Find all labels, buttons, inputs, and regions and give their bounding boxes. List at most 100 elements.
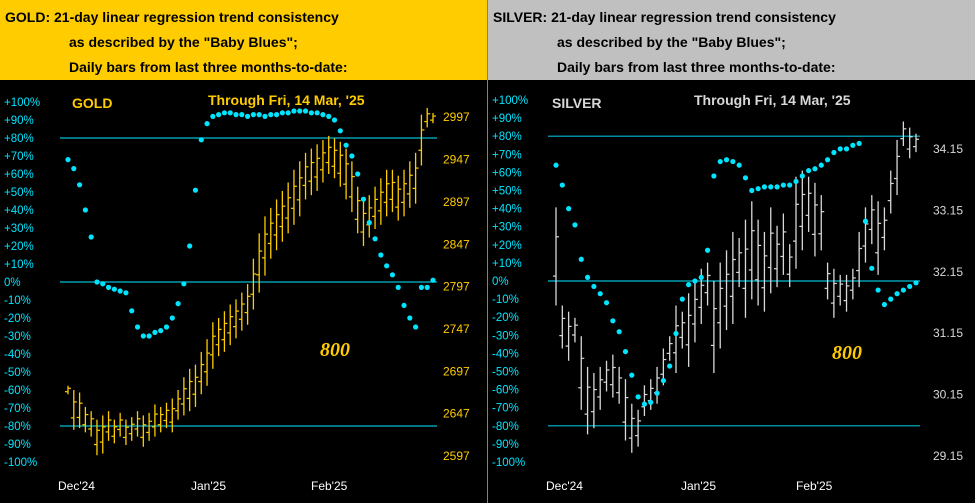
gold-right-tick: 2847: [443, 237, 470, 251]
gold-header-line1: GOLD: 21-day linear regression trend con…: [5, 9, 339, 25]
gold-left-tick: -40%: [4, 349, 31, 361]
gold-trend-dot: [245, 113, 251, 119]
silver-right-tick: 31.15: [933, 326, 963, 340]
silver-trend-dot: [686, 282, 692, 288]
gold-trend-dot: [407, 315, 413, 321]
gold-trend-dot: [279, 110, 285, 116]
silver-left-tick: +70%: [492, 149, 522, 161]
gold-x-label: Dec'24: [58, 479, 95, 493]
gold-header: GOLD: 21-day linear regression trend con…: [0, 0, 487, 80]
gold-trend-dot: [297, 108, 303, 114]
gold-trend-dot: [366, 220, 372, 226]
silver-trend-dot: [660, 377, 666, 384]
gold-trend-dot: [343, 142, 349, 148]
gold-trend-dot: [430, 277, 436, 283]
silver-x-label: Jan'25: [681, 479, 716, 493]
gold-trend-dot: [314, 110, 320, 116]
gold-trend-dot: [123, 290, 129, 296]
silver-trend-dot: [856, 140, 862, 147]
silver-trend-dot: [559, 182, 565, 188]
silver-trend-dot: [566, 206, 572, 212]
gold-trend-dot: [152, 329, 158, 335]
gold-trend-dot: [378, 252, 384, 258]
silver-trend-dot: [894, 291, 900, 297]
silver-left-tick: +60%: [492, 167, 522, 179]
silver-left-tick: -20%: [492, 312, 519, 324]
silver-x-label: Dec'24: [546, 479, 583, 493]
silver-left-tick: -50%: [492, 367, 519, 379]
gold-trend-dot: [285, 110, 291, 116]
gold-trend-dot: [395, 284, 401, 290]
gold-trend-dot: [372, 236, 378, 242]
gold-panel: GOLD: 21-day linear regression trend con…: [0, 0, 487, 503]
gold-trend-dot: [71, 166, 77, 172]
gold-trend-dot: [239, 112, 245, 118]
silver-trend-dot: [711, 173, 717, 179]
silver-trend-dot: [774, 184, 780, 190]
gold-trend-dot: [227, 110, 233, 116]
silver-trend-dot: [742, 175, 749, 181]
gold-trend-dot: [134, 324, 141, 330]
panel-divider: [487, 0, 488, 503]
silver-left-tick: -60%: [492, 385, 519, 397]
silver-trend-dot: [736, 162, 742, 168]
gold-trend-dot: [360, 196, 367, 202]
gold-trend-dot: [163, 324, 170, 330]
silver-right-tick: 34.15: [933, 142, 963, 156]
gold-trend-dot: [65, 157, 71, 163]
silver-trend-dot: [572, 222, 578, 228]
gold-trend-dot: [326, 113, 332, 119]
silver-trend-dot: [704, 247, 711, 253]
gold-header-line3: Daily bars from last three months-to-dat…: [69, 59, 348, 75]
gold-left-tick: +60%: [4, 169, 34, 181]
gold-left-tick: -10%: [4, 295, 31, 307]
gold-left-tick: -70%: [4, 403, 31, 415]
silver-trend-dot: [793, 178, 799, 185]
gold-trend-dot: [169, 315, 175, 321]
gold-trend-dot: [250, 112, 256, 118]
silver-left-tick: +20%: [492, 240, 522, 252]
silver-trend-dot: [673, 330, 679, 337]
silver-watermark: 800: [832, 342, 862, 364]
gold-trend-dot: [158, 328, 164, 334]
silver-trend-dot: [622, 348, 629, 355]
gold-trend-dot: [389, 272, 396, 278]
gold-header-line2: as described by the "Baby Blues";: [69, 34, 298, 50]
silver-panel: SILVER: 21-day linear regression trend c…: [488, 0, 975, 503]
gold-trend-dot: [413, 324, 419, 330]
gold-trend-dot: [204, 121, 210, 127]
gold-trend-dot: [105, 284, 112, 290]
gold-trend-dot: [181, 281, 187, 287]
gold-trend-dot: [76, 182, 83, 188]
gold-right-tick: 2747: [443, 322, 470, 336]
gold-right-tick: 2597: [443, 449, 470, 463]
gold-left-tick: +80%: [4, 133, 34, 145]
silver-trend-dot: [875, 287, 881, 293]
gold-trend-dot: [187, 243, 193, 249]
gold-trend-dot: [262, 113, 268, 119]
gold-left-tick: -20%: [4, 313, 31, 325]
gold-left-tick: +30%: [4, 223, 34, 235]
silver-left-tick: +80%: [492, 131, 522, 143]
silver-trend-dot: [799, 173, 805, 179]
gold-right-tick: 2997: [443, 110, 470, 124]
silver-trend-dot: [862, 218, 869, 224]
silver-series-label: SILVER: [552, 95, 602, 111]
silver-left-tick: -70%: [492, 403, 519, 415]
silver-right-tick: 29.15: [933, 449, 963, 463]
silver-trend-dot: [749, 187, 755, 194]
gold-trend-dot: [337, 128, 343, 134]
silver-left-tick: -80%: [492, 421, 519, 433]
gold-trend-dot: [140, 333, 146, 339]
silver-trend-dot: [843, 146, 850, 152]
gold-x-label: Jan'25: [191, 479, 226, 493]
gold-trend-dot: [216, 112, 222, 118]
silver-trend-dot: [584, 274, 591, 280]
gold-trend-dot: [82, 207, 88, 213]
gold-right-tick: 2647: [443, 407, 470, 421]
gold-trend-dot: [233, 112, 239, 118]
silver-header: SILVER: 21-day linear regression trend c…: [488, 0, 975, 80]
gold-trend-dot: [291, 108, 297, 114]
silver-trend-dot: [818, 162, 824, 168]
gold-trend-dot: [256, 112, 262, 118]
